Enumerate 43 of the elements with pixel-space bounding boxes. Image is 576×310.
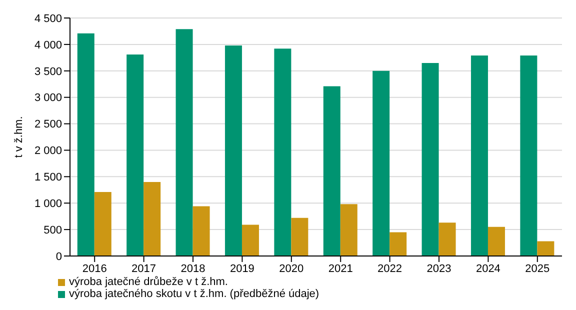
legend-label: výroba jatečného skotu v t ž.hm. (předběžné údaje) bbox=[69, 288, 320, 300]
y-tick-label: 3 500 bbox=[34, 66, 62, 78]
bar bbox=[390, 232, 407, 256]
bar bbox=[422, 62, 439, 256]
x-tick-label: 2022 bbox=[378, 262, 402, 275]
bar bbox=[291, 218, 308, 256]
x-tick-label: 2017 bbox=[132, 262, 156, 275]
y-tick-label: 4 500 bbox=[34, 12, 62, 25]
y-tick-label: 3 000 bbox=[34, 92, 62, 104]
bar bbox=[372, 70, 390, 256]
bar bbox=[94, 192, 112, 256]
bar bbox=[438, 222, 456, 256]
y-tick-label: 500 bbox=[44, 224, 62, 236]
y-tick-label: 1 500 bbox=[34, 172, 62, 184]
bar bbox=[242, 224, 259, 256]
bar bbox=[176, 29, 193, 256]
y-tick-label: 2 000 bbox=[34, 145, 62, 158]
x-tick-label: 2024 bbox=[476, 262, 500, 275]
bar bbox=[274, 48, 292, 256]
bar bbox=[126, 54, 144, 256]
legend-label: výroba jatečné drůbeže v t ž.hm. bbox=[69, 276, 228, 288]
bar bbox=[192, 206, 210, 256]
bar bbox=[224, 46, 242, 256]
bar bbox=[144, 182, 161, 256]
x-tick-label: 2019 bbox=[230, 262, 254, 275]
y-tick-label: 1 000 bbox=[34, 198, 62, 210]
y-tick-label: 0 bbox=[56, 250, 62, 263]
x-tick-label: 2020 bbox=[279, 262, 304, 275]
y-tick-label: 4 000 bbox=[34, 39, 62, 52]
bar bbox=[520, 56, 538, 256]
x-tick-label: 2016 bbox=[82, 262, 107, 275]
x-tick-label: 2018 bbox=[180, 262, 206, 275]
bar bbox=[340, 204, 358, 256]
y-axis-title: t v ž.hm. bbox=[12, 116, 25, 158]
bar bbox=[77, 33, 94, 256]
bar bbox=[323, 86, 340, 256]
x-tick-label: 2025 bbox=[525, 262, 550, 275]
x-tick-label: 2023 bbox=[426, 262, 452, 275]
bar bbox=[488, 226, 505, 256]
y-tick-label: 2 500 bbox=[34, 118, 62, 131]
x-tick-label: 2021 bbox=[328, 262, 353, 275]
bar bbox=[470, 56, 488, 256]
bar bbox=[537, 241, 554, 256]
